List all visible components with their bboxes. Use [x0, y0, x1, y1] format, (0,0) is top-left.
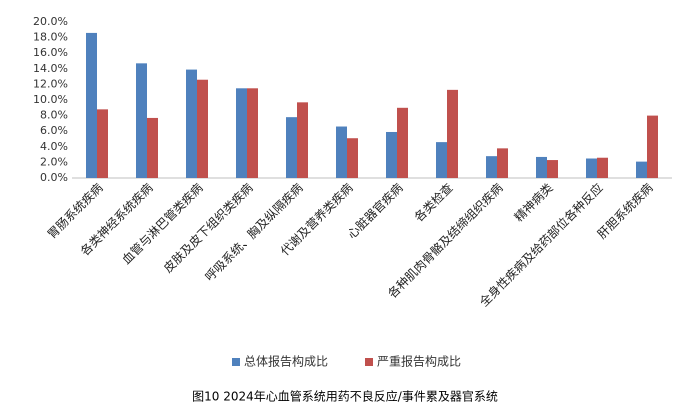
bar	[636, 161, 647, 178]
bar	[597, 157, 608, 178]
y-tick-label: 12.0%	[33, 77, 68, 90]
x-tick-label: 精神病类	[511, 180, 556, 225]
legend-swatch	[365, 358, 373, 366]
y-tick-label: 10.0%	[33, 93, 68, 106]
bar	[186, 69, 197, 178]
y-tick-label: 0.0%	[40, 171, 68, 184]
bar	[586, 158, 597, 178]
legend-label: 总体报告构成比	[244, 354, 328, 369]
bar	[286, 117, 297, 178]
bar	[386, 131, 397, 178]
x-tick-label: 皮肤及皮下组织类疾病	[160, 180, 255, 275]
bar	[297, 102, 308, 178]
y-tick-label: 16.0%	[33, 46, 68, 59]
bar	[397, 107, 408, 178]
y-tick-label: 14.0%	[33, 62, 68, 75]
bar	[536, 156, 547, 178]
bar	[336, 126, 347, 178]
bar	[147, 117, 158, 178]
x-tick-label: 呼吸系统、胸及纵隔疾病	[202, 180, 306, 284]
x-tick-label: 血管与淋巴管类疾病	[119, 180, 206, 267]
y-tick-label: 8.0%	[40, 109, 68, 122]
bar	[447, 89, 458, 178]
bar	[436, 142, 447, 178]
bar	[136, 63, 147, 179]
y-tick-label: 6.0%	[40, 124, 68, 137]
chart-caption: 图10 2024年心血管系统用药不良反应/事件累及器官系统	[192, 389, 498, 404]
y-tick-label: 4.0%	[40, 140, 68, 153]
legend-swatch	[232, 358, 240, 366]
legend-label: 严重报告构成比	[377, 354, 461, 369]
bar	[347, 138, 358, 178]
x-tick-label: 各类检查	[411, 180, 456, 225]
bar	[236, 88, 247, 178]
bar	[86, 32, 97, 178]
y-tick-label: 2.0%	[40, 155, 68, 168]
y-tick-label: 18.0%	[33, 31, 68, 44]
bar	[247, 88, 258, 178]
bar	[497, 148, 508, 178]
bar	[547, 160, 558, 178]
bar	[197, 79, 208, 178]
bar	[647, 115, 658, 178]
bar	[97, 109, 108, 178]
bar	[486, 156, 497, 178]
y-tick-label: 20.0%	[33, 15, 68, 28]
